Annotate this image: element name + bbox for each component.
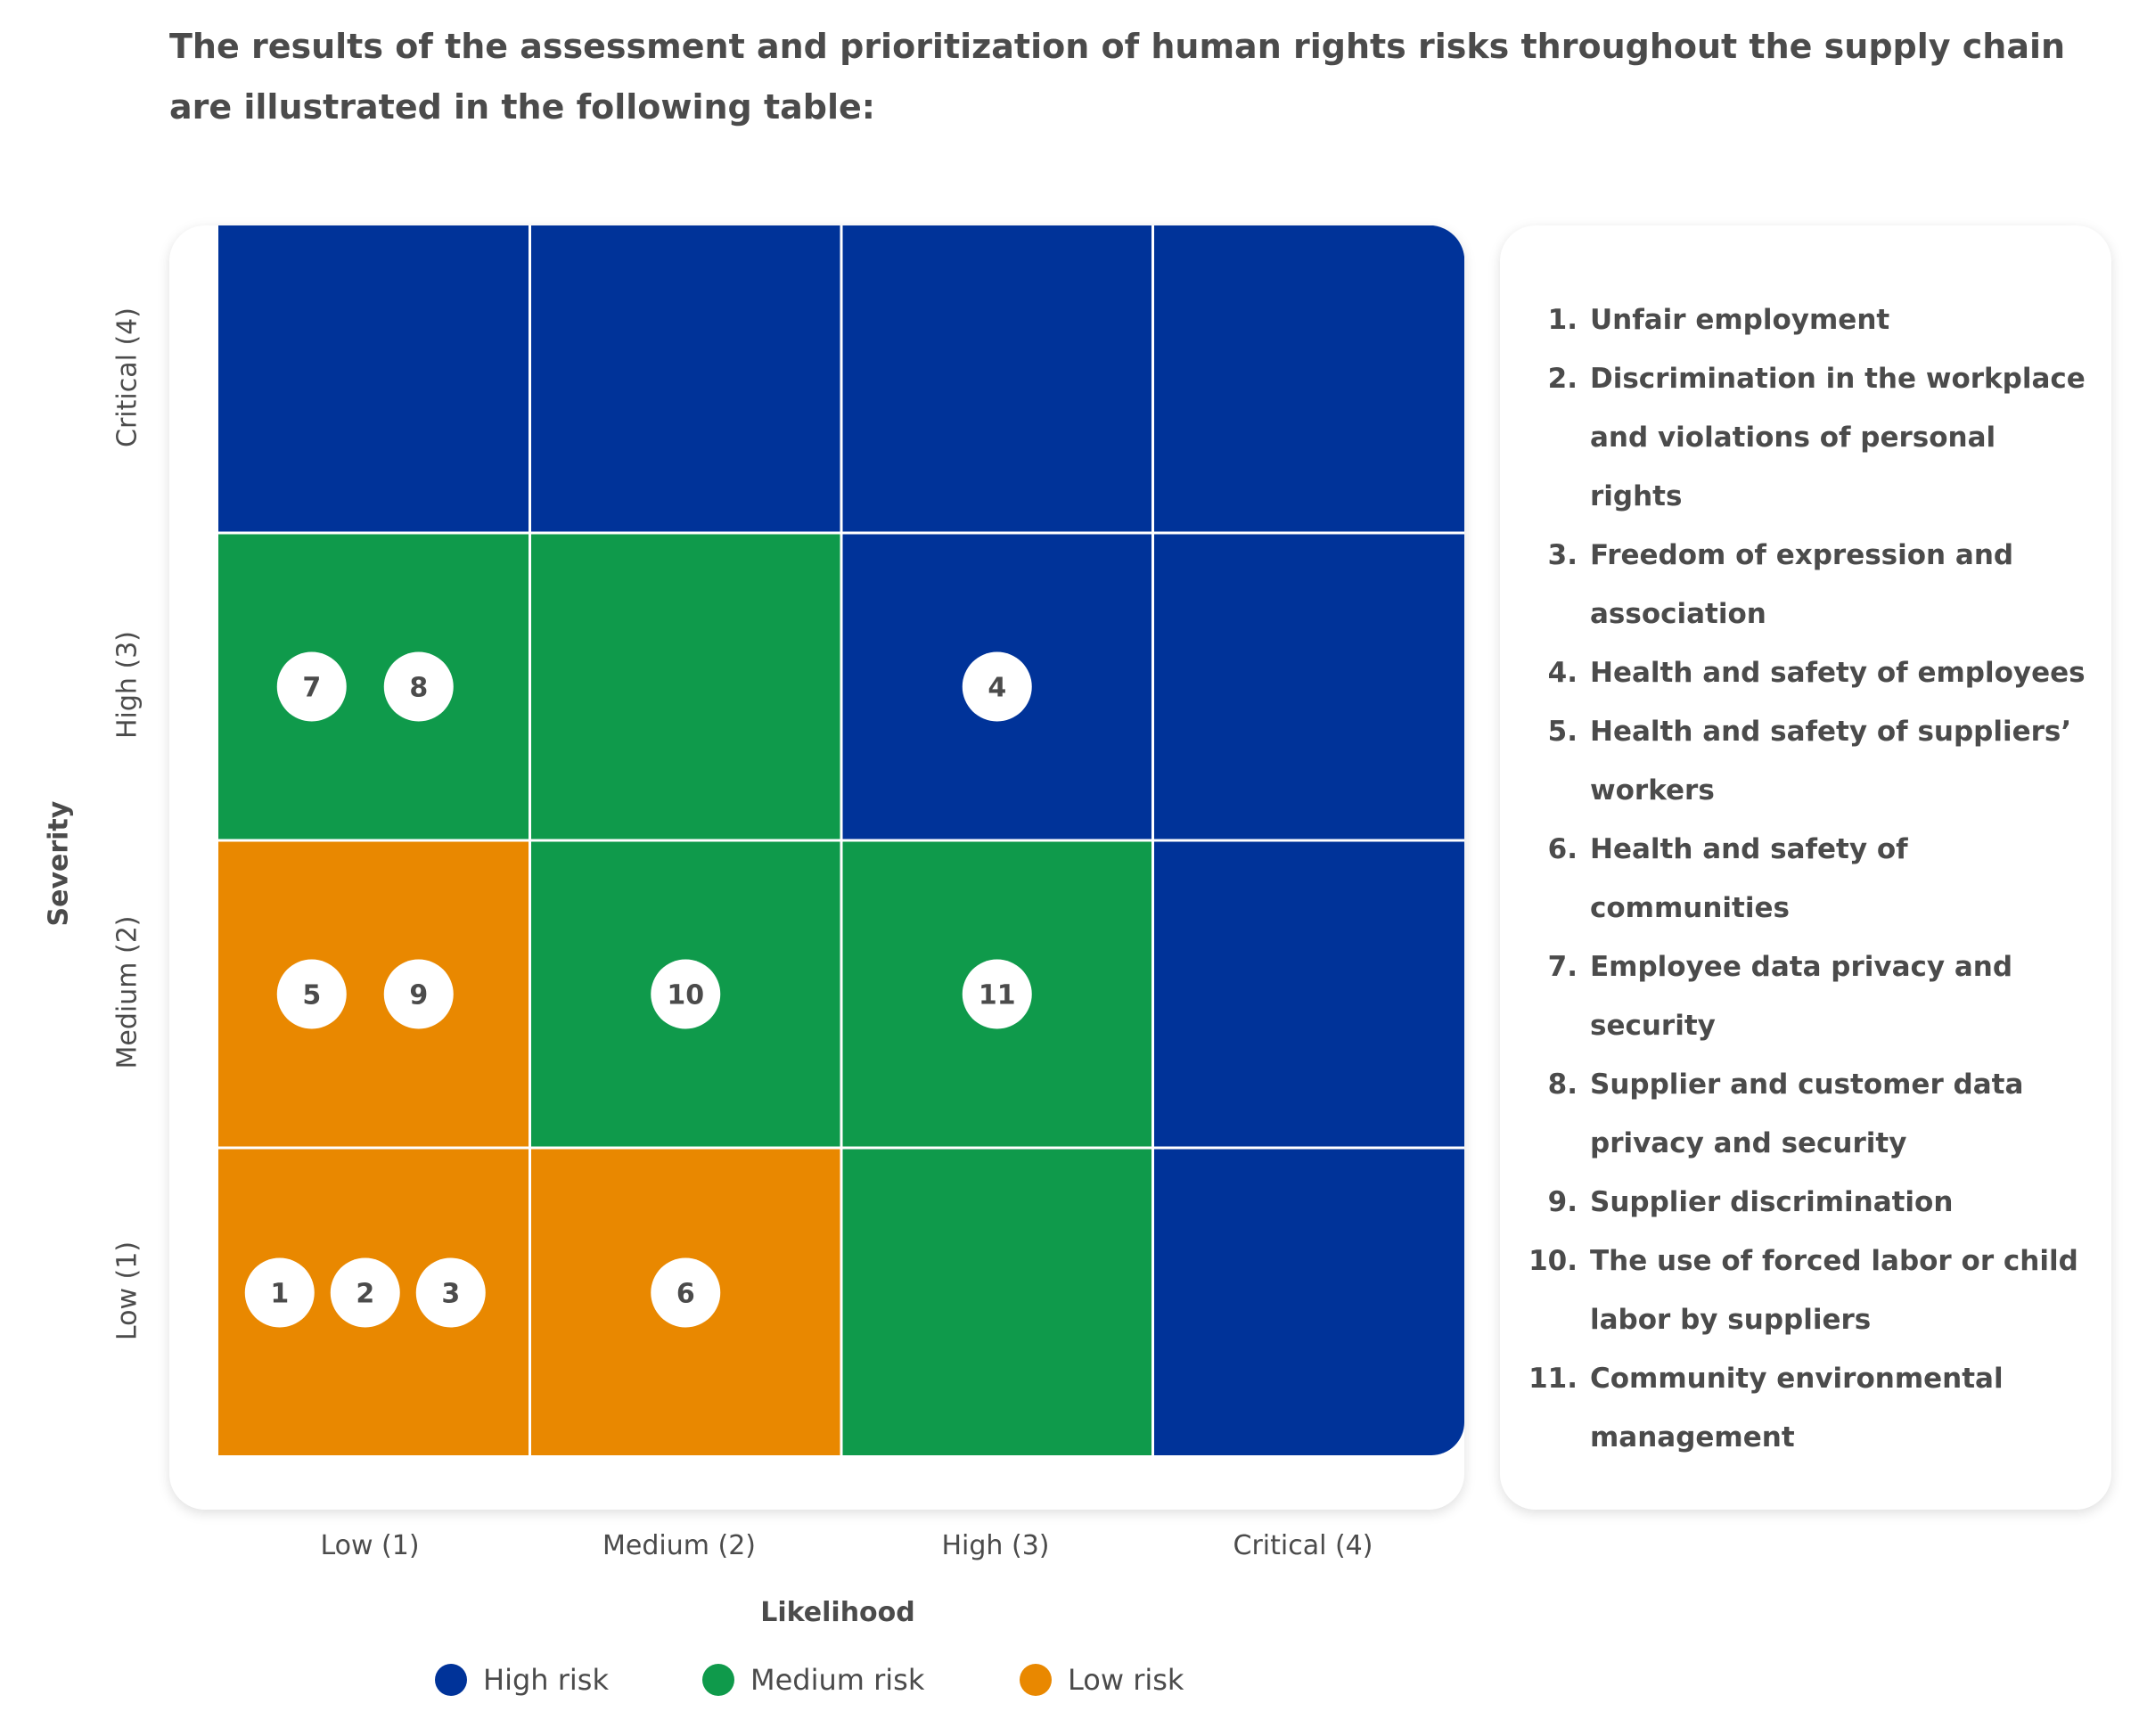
legend-swatch [702,1664,734,1696]
risk-marker-label: 4 [988,673,1006,704]
risk-marker-circle [962,959,1032,1029]
matrix-cell-critical-likelihood-critical-severity [1152,225,1464,533]
risk-list-text: Health and safety of communities [1590,833,1908,924]
risk-marker-1: 1 [244,1257,315,1328]
matrix-cell-critical-likelihood-medium-severity [1152,840,1464,1148]
risk-list-item: 6. Health and safety of communities [1515,820,2086,938]
risk-marker-8: 8 [383,651,454,722]
matrix-cell-medium-likelihood-critical-severity [529,225,841,533]
risk-list-number: 2. [1547,363,1578,395]
risk-marker-9: 9 [383,959,454,1029]
risk-list-number: 3. [1547,539,1578,571]
x-tick-label: Low (1) [320,1530,420,1561]
risk-list-number: 5. [1547,716,1578,748]
risk-marker-label: 9 [409,980,428,1011]
y-axis-title: Severity [43,800,75,927]
risk-marker-10: 10 [651,959,721,1029]
legend-item-low: Low risk [1020,1663,1184,1697]
legend-item-medium: Medium risk [702,1663,924,1697]
x-axis-title: Likelihood [760,1597,915,1628]
risk-list-item: 7. Employee data privacy and security [1515,938,2086,1055]
risk-list-text: Employee data privacy and security [1590,951,2013,1042]
risk-list-item: 3. Freedom of expression and association [1515,526,2086,643]
risk-list-item: 4. Health and safety of employees [1515,643,2086,702]
risk-list-text: Supplier discrimination [1590,1186,1954,1218]
matrix-cell-critical-likelihood-low-severity [1152,1148,1464,1455]
risk-list-number: 4. [1547,657,1578,689]
y-tick-label: Critical (4) [111,307,143,447]
risk-marker-label: 10 [667,980,704,1011]
risk-marker-circle [383,959,454,1029]
risk-marker-circle [244,1257,315,1328]
risk-list-card [1500,225,2111,1510]
legend-item-high: High risk [435,1663,609,1697]
risk-marker-circle [383,651,454,722]
risk-marker-circle [962,651,1032,722]
risk-list-item: 5. Health and safety of suppliers’ worker… [1515,702,2086,820]
risk-list-item: 9. Supplier discrimination [1515,1173,2086,1232]
risk-list-text: Health and safety of employees [1590,657,2086,689]
risk-list-number: 6. [1547,833,1578,865]
risk-list-item: 2. Discrimination in the workplace and vi… [1515,349,2086,526]
risk-marker-circle [276,959,347,1029]
risk-list-text: Unfair employment [1590,304,1890,336]
risk-list-text: Discrimination in the workplace and viol… [1590,363,2086,512]
risk-marker-label: 7 [302,673,321,704]
risk-marker-2: 2 [330,1257,400,1328]
matrix-cell-low-likelihood-high-severity [218,533,530,840]
risk-marker-label: 1 [270,1279,289,1310]
risk-list-text: Supplier and customer data privacy and s… [1590,1069,2024,1159]
risk-list-item: 1. Unfair employment [1515,291,2086,349]
risk-marker-4: 4 [962,651,1032,722]
risk-matrix: 1 2 3 4 5 9 6 7 8 10 11 [218,225,1464,1455]
x-tick-label: Critical (4) [1233,1530,1373,1561]
risk-marker-circle [330,1257,400,1328]
risk-list-number: 7. [1547,951,1578,983]
risk-list-item: 8. Supplier and customer data privacy and… [1515,1055,2086,1173]
matrix-cell-high-likelihood-low-severity [841,1148,1153,1455]
risk-list-item: 10. The use of forced labor or child labo… [1515,1232,2086,1349]
x-tick-label: High (3) [941,1530,1050,1561]
risk-marker-label: 11 [979,980,1016,1011]
matrix-cell-low-likelihood-medium-severity [218,840,530,1148]
risk-marker-label: 3 [441,1279,460,1310]
risk-list-item: 11. Community environmental management [1515,1349,2086,1467]
x-tick-label: Medium (2) [602,1530,756,1561]
risk-list-text: Freedom of expression and association [1590,539,2014,630]
legend-label: High risk [483,1663,609,1697]
risk-list-text: The use of forced labor or child labor b… [1590,1245,2078,1336]
legend-label: Medium risk [750,1663,925,1697]
risk-list-number: 11. [1528,1363,1578,1395]
risk-marker-label: 6 [676,1279,695,1310]
risk-marker-circle [415,1257,486,1328]
risk-marker-label: 2 [356,1279,374,1310]
risk-list: 1. Unfair employment 2. Discrimination in t… [1515,291,2086,1467]
risk-list-text: Community environmental management [1590,1363,2004,1453]
intro-text: The results of the assessment and priori… [169,27,2066,127]
matrix-cell-low-likelihood-critical-severity [218,225,530,533]
risk-marker-label: 5 [302,980,321,1011]
risk-marker-circle [651,959,721,1029]
risk-list-text: Health and safety of suppliers’ workers [1590,716,2072,807]
matrix-cell-high-likelihood-critical-severity [841,225,1153,533]
legend-swatch [435,1664,467,1696]
risk-marker-5: 5 [276,959,347,1029]
risk-list-number: 8. [1547,1069,1578,1101]
risk-list-number: 10. [1528,1245,1578,1277]
risk-marker-11: 11 [962,959,1032,1029]
risk-list-number: 1. [1547,304,1578,336]
risk-marker-circle [651,1257,721,1328]
risk-list-number: 9. [1547,1186,1578,1218]
legend-swatch [1020,1664,1052,1696]
matrix-cell-medium-likelihood-high-severity [529,533,841,840]
legend-label: Low risk [1068,1663,1184,1697]
risk-marker-7: 7 [276,651,347,722]
risk-marker-3: 3 [415,1257,486,1328]
risk-marker-label: 8 [409,673,428,704]
risk-marker-circle [276,651,347,722]
risk-marker-6: 6 [651,1257,721,1328]
matrix-cell-critical-likelihood-high-severity [1152,533,1464,840]
